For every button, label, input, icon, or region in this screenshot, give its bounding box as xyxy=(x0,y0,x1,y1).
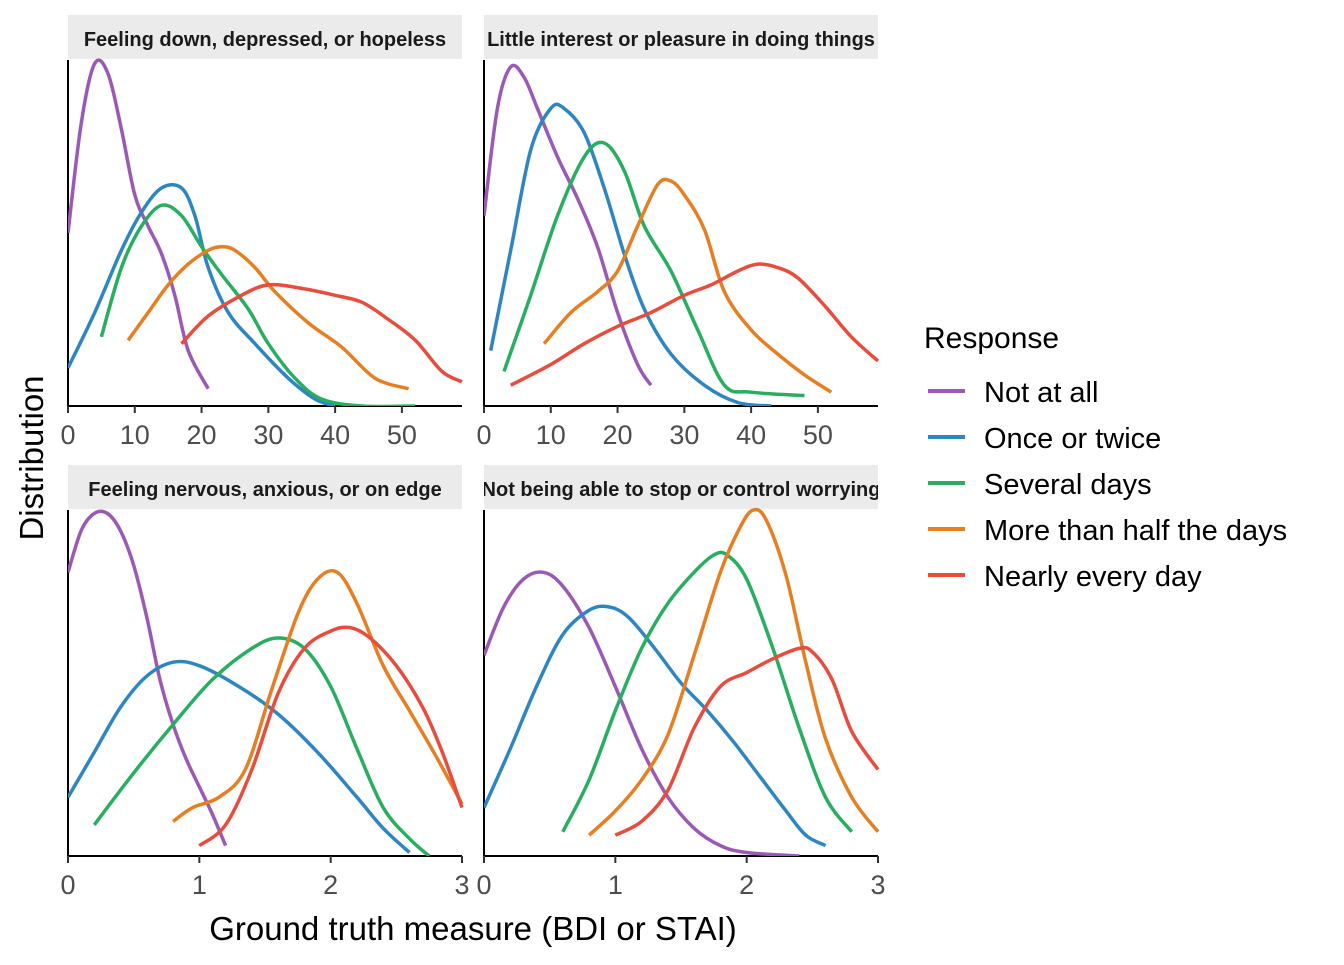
legend-item-once-or-twice: Once or twice xyxy=(928,423,1161,455)
panel-strip xyxy=(484,465,878,509)
panel-3: Feeling nervous, anxious, or on edge 0 1 2 3 xyxy=(60,465,470,900)
density-line-once-or-twice xyxy=(68,659,411,854)
x-tick-label: 3 xyxy=(870,870,885,900)
panel-title: Feeling down, depressed, or hopeless xyxy=(84,29,446,51)
legend-label: Once or twice xyxy=(984,423,1161,455)
panel-title: Not being able to stop or control worryi… xyxy=(482,479,881,501)
x-tick-label: 0 xyxy=(476,870,491,900)
x-tick-label: 10 xyxy=(536,420,566,450)
panel-title: Feeling nervous, anxious, or on edge xyxy=(88,479,441,501)
panel-4: Not being able to stop or control worryi… xyxy=(476,465,886,900)
panel-strip xyxy=(68,465,462,509)
x-tick-label: 0 xyxy=(60,870,75,900)
panel-strip xyxy=(484,15,878,59)
panel-strip xyxy=(68,15,462,59)
density-line-once-or-twice xyxy=(488,102,772,406)
density-line-more-than-half-the-days xyxy=(172,568,464,823)
legend-item-several-days: Several days xyxy=(928,469,1152,501)
legend-label: Not at all xyxy=(984,377,1098,409)
x-tick-label: 30 xyxy=(669,420,699,450)
x-tick-label: 2 xyxy=(323,870,338,900)
y-axis-label: Distribution xyxy=(13,375,50,540)
density-line-nearly-every-day xyxy=(198,625,464,848)
density-line-more-than-half-the-days xyxy=(587,507,880,837)
x-tick-label: 10 xyxy=(120,420,150,450)
density-line-several-days xyxy=(99,203,416,406)
density-line-nearly-every-day xyxy=(180,282,463,384)
density-line-not-at-all xyxy=(484,570,800,856)
density-line-several-days xyxy=(502,140,805,398)
legend-item-nearly-every-day: Nearly every day xyxy=(928,561,1202,593)
x-tick-label: 0 xyxy=(476,420,491,450)
legend-label: Several days xyxy=(984,469,1152,501)
panel-1: Feeling down, depressed, or hopeless 0 10 2… xyxy=(60,15,463,450)
x-tick-label: 2 xyxy=(739,870,754,900)
x-tick-label: 0 xyxy=(60,420,75,450)
x-tick-label: 30 xyxy=(253,420,283,450)
density-line-several-days xyxy=(92,636,431,856)
density-line-several-days xyxy=(561,550,854,833)
density-line-once-or-twice xyxy=(68,183,336,406)
x-tick-label: 50 xyxy=(803,420,833,450)
legend-title: Response xyxy=(924,322,1059,355)
x-tick-label: 40 xyxy=(736,420,766,450)
density-line-more-than-half-the-days xyxy=(126,245,410,391)
x-tick-label: 3 xyxy=(454,870,469,900)
x-tick-label: 1 xyxy=(608,870,623,900)
panel-title: Little interest or pleasure in doing thi… xyxy=(487,29,875,51)
legend-item-not-at-all: Not at all xyxy=(928,377,1098,409)
x-tick-label: 1 xyxy=(192,870,207,900)
panel-2: Little interest or pleasure in doing thi… xyxy=(476,15,880,450)
x-axis-label: Ground truth measure (BDI or STAI) xyxy=(209,910,737,947)
legend-label: More than half the days xyxy=(984,515,1287,547)
density-line-nearly-every-day xyxy=(509,262,880,387)
density-line-nearly-every-day xyxy=(614,645,880,837)
x-tick-label: 40 xyxy=(320,420,350,450)
legend-label: Nearly every day xyxy=(984,561,1202,593)
density-line-not-at-all xyxy=(68,509,228,847)
density-line-once-or-twice xyxy=(484,604,827,848)
density-line-more-than-half-the-days xyxy=(542,177,833,394)
legend: Response Not at all Once or twice Several … xyxy=(924,322,1287,593)
legend-item-more-than-half-the-days: More than half the days xyxy=(928,515,1287,547)
x-tick-label: 20 xyxy=(603,420,633,450)
x-tick-label: 20 xyxy=(187,420,217,450)
density-line-not-at-all xyxy=(68,58,210,390)
legend-items: Not at all Once or twice Several days More … xyxy=(928,377,1287,593)
x-tick-label: 50 xyxy=(387,420,417,450)
